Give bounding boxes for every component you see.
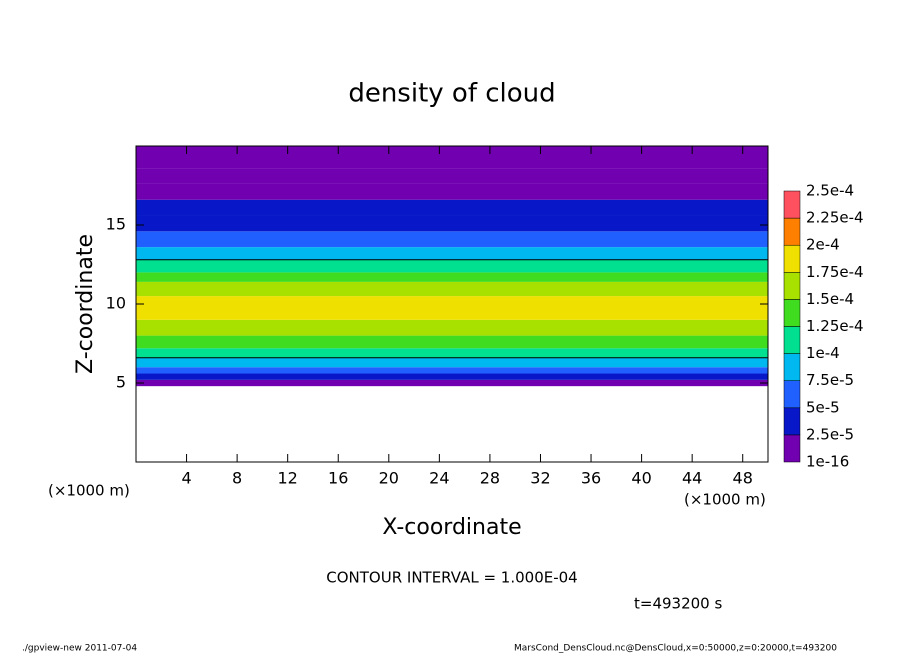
y-unit: (×1000 m) (48, 482, 130, 500)
density-band (136, 215, 768, 232)
colorbar-label: 2.5e-5 (806, 425, 854, 443)
colorbar-box (783, 244, 801, 273)
colorbar-label: 1e-16 (806, 453, 849, 471)
colorbar-label: 7.5e-5 (806, 371, 854, 389)
density-band (136, 357, 768, 368)
colorbar-box (783, 272, 801, 300)
y-tick-label: 5 (116, 373, 126, 392)
x-tick-label: 44 (682, 469, 702, 488)
density-band (136, 199, 768, 216)
density-band (136, 231, 768, 248)
colorbar-label: 5e-5 (806, 398, 840, 416)
colorbar-box (783, 217, 801, 246)
density-band (136, 247, 768, 260)
colorbar-label: 1.25e-4 (806, 317, 864, 335)
density-band (136, 259, 768, 273)
colorbar-box (783, 299, 801, 327)
x-tick-label: 28 (480, 469, 500, 488)
x-tick-label: 8 (232, 469, 242, 488)
x-tick-label: 4 (181, 469, 191, 488)
colorbar-label: 1.75e-4 (806, 263, 864, 281)
x-tick-label: 16 (328, 469, 348, 488)
colorbar-label: 2e-4 (806, 236, 840, 254)
chart-title: density of cloud (348, 79, 555, 109)
y-axis-label: Z-coordinate (73, 234, 98, 374)
colorbar-box (783, 353, 801, 381)
density-band (136, 373, 768, 380)
density-band (136, 367, 768, 374)
colorbar-box (783, 326, 801, 354)
colorbar-label: 2.5e-4 (806, 182, 854, 200)
x-tick-label: 24 (429, 469, 449, 488)
density-band (136, 296, 768, 320)
colorbar-box (783, 434, 801, 463)
density-band (136, 146, 768, 169)
colorbar-box (783, 380, 801, 409)
density-band (136, 319, 768, 336)
density-band (136, 281, 768, 297)
time-label: t=493200 s (634, 595, 722, 613)
density-band (136, 348, 768, 358)
footer-right: MarsCond_DensCloud.nc@DensCloud,x=0:5000… (514, 644, 837, 654)
density-band (136, 335, 768, 349)
density-band (136, 168, 768, 184)
colorbar-label: 2.25e-4 (806, 209, 864, 227)
x-tick-label: 48 (733, 469, 753, 488)
x-tick-label: 32 (530, 469, 550, 488)
colorbar-box (783, 407, 801, 436)
x-tick-label: 12 (278, 469, 298, 488)
density-band (136, 183, 768, 200)
density-band (136, 272, 768, 282)
y-tick-label: 10 (106, 294, 126, 313)
x-tick-label: 36 (581, 469, 601, 488)
colorbar-box (783, 190, 801, 219)
x-tick-label: 40 (631, 469, 651, 488)
x-unit: (×1000 m) (684, 491, 766, 509)
x-axis-label: X-coordinate (382, 515, 521, 540)
colorbar-label: 1e-4 (806, 344, 840, 362)
density-band (136, 379, 768, 387)
y-tick-label: 15 (106, 215, 126, 234)
colorbar-label: 1.5e-4 (806, 290, 854, 308)
x-tick-label: 20 (379, 469, 399, 488)
contour-note: CONTOUR INTERVAL = 1.000E-04 (326, 569, 577, 587)
footer-left: ./gpview-new 2011-07-04 (22, 644, 137, 654)
